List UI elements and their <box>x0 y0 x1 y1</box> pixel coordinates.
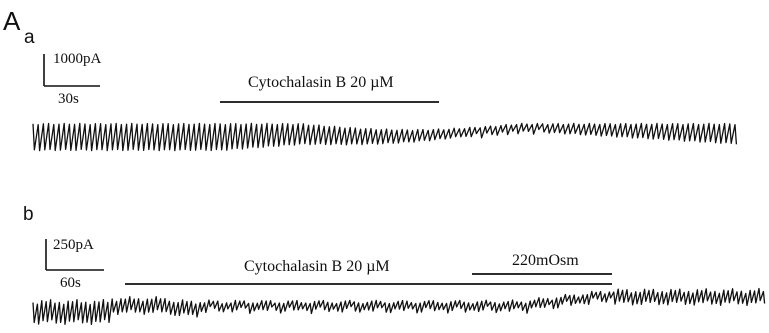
subpanel-b-current-trace <box>32 287 766 326</box>
subpanel-a-current-scale-label: 1000pA <box>53 51 102 67</box>
subpanel-a-time-scale-label: 30s <box>58 91 79 107</box>
subpanel-a-drug-annotation: Cytochalasin B 20 µM <box>248 74 394 91</box>
subpanel-b-time-scale-label: 60s <box>60 275 81 291</box>
subpanel-a-current-trace <box>32 122 738 152</box>
subpanel-b-label: b <box>23 204 34 225</box>
subpanel-b-drug-annotation: Cytochalasin B 20 µM <box>244 258 390 275</box>
subpanel-a-label: a <box>24 27 35 48</box>
subpanel-b-osmolarity-annotation: 220mOsm <box>512 252 579 269</box>
figure-panel-label: A <box>3 6 21 36</box>
subpanel-b-current-scale-label: 250pA <box>53 237 94 253</box>
